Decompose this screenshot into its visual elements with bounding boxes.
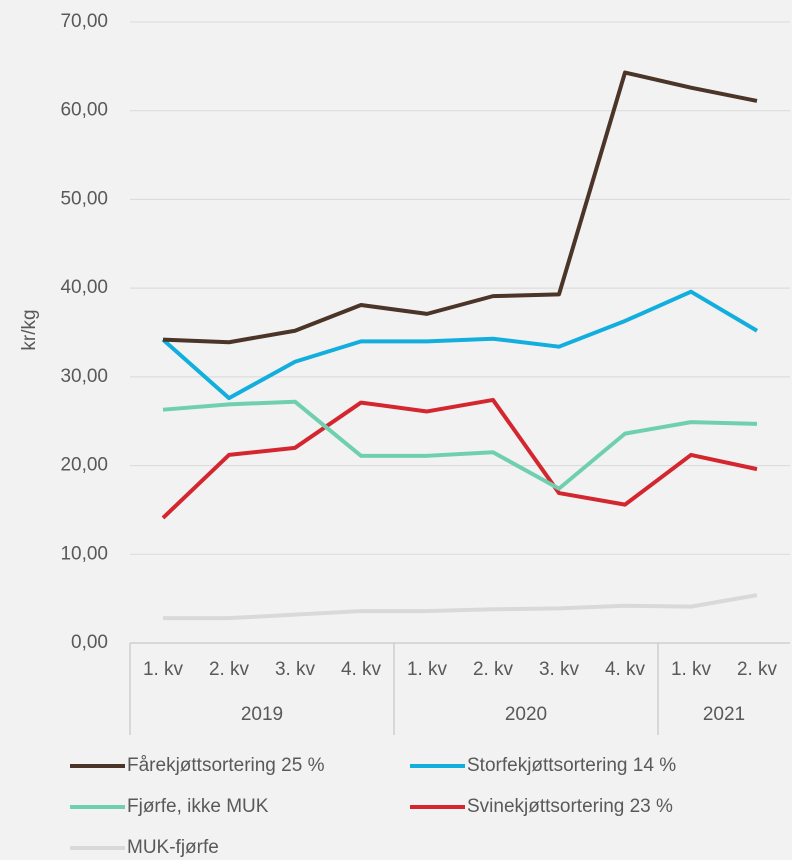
x-tick-label: 2. kv bbox=[209, 659, 250, 680]
legend-label: Fjørfe, ikke MUK bbox=[127, 796, 269, 817]
x-tick-label: 3. kv bbox=[275, 659, 316, 680]
x-tick-label: 1. kv bbox=[143, 659, 184, 680]
x-tick-label: 1. kv bbox=[671, 659, 712, 680]
legend-label: Storfekjøttsortering 14 % bbox=[467, 755, 676, 776]
y-tick-label: 20,00 bbox=[60, 455, 108, 476]
x-tick-label: 1. kv bbox=[407, 659, 448, 680]
series-line bbox=[163, 593, 758, 621]
series-line bbox=[161, 289, 759, 401]
legend-label: MUK-fjørfe bbox=[127, 837, 219, 858]
legend-label: Svinekjøttsortering 23 % bbox=[467, 796, 673, 817]
y-tick-label: 0,00 bbox=[71, 632, 108, 653]
y-axis-label: kr/kg bbox=[19, 309, 40, 350]
y-tick-label: 30,00 bbox=[60, 366, 108, 387]
y-tick-label: 70,00 bbox=[60, 11, 108, 32]
series-line bbox=[161, 397, 758, 520]
x-tick-label: 2. kv bbox=[737, 659, 778, 680]
x-group-label: 2020 bbox=[505, 704, 547, 725]
x-tick-label: 3. kv bbox=[539, 659, 580, 680]
y-tick-label: 40,00 bbox=[60, 277, 108, 298]
legend-label: Fårekjøttsortering 25 % bbox=[127, 755, 325, 776]
x-group-label: 2021 bbox=[703, 704, 745, 725]
y-tick-label: 10,00 bbox=[60, 543, 108, 564]
x-tick-label: 4. kv bbox=[341, 659, 382, 680]
y-tick-label: 60,00 bbox=[60, 100, 108, 121]
x-tick-label: 2. kv bbox=[473, 659, 514, 680]
x-group-label: 2019 bbox=[241, 704, 283, 725]
series-line bbox=[162, 399, 758, 491]
x-tick-label: 4. kv bbox=[605, 659, 646, 680]
series-line bbox=[162, 70, 758, 345]
y-tick-label: 50,00 bbox=[60, 188, 108, 209]
